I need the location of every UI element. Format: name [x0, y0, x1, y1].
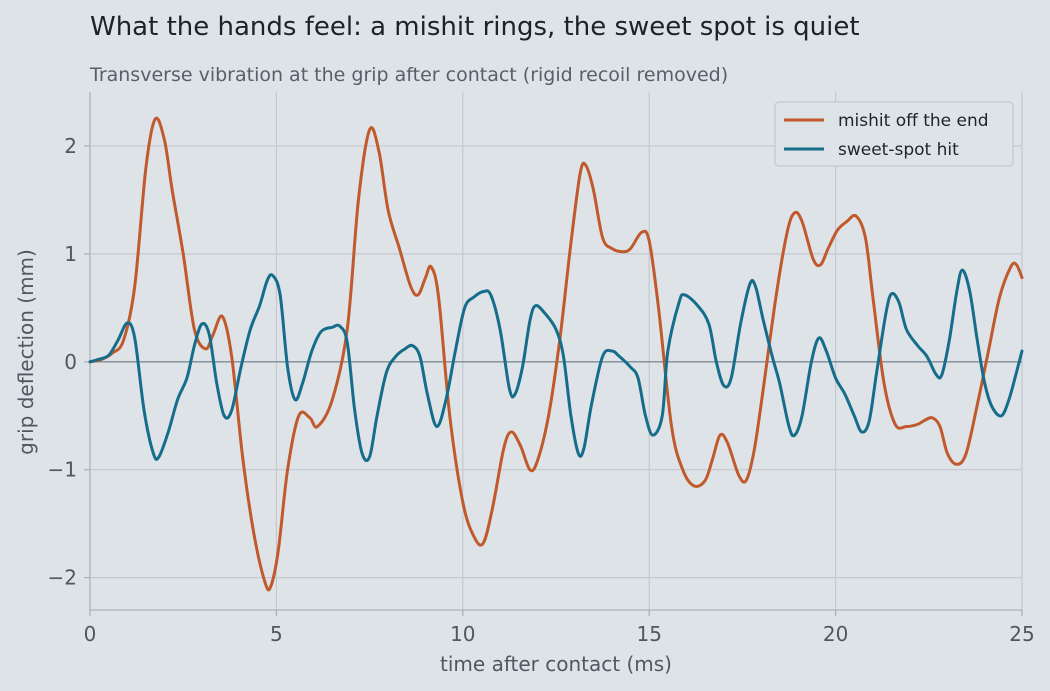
- y-tick-label: −1: [48, 458, 77, 482]
- chart-subtitle: Transverse vibration at the grip after c…: [89, 64, 728, 86]
- legend-box: [774, 101, 1014, 167]
- y-tick-label: 1: [64, 242, 77, 266]
- axis-spines: [89, 92, 1022, 611]
- x-tick-label: 0: [84, 622, 97, 646]
- legend: mishit off the end sweet-spot hit: [774, 101, 1014, 167]
- x-tick-label: 15: [636, 622, 661, 646]
- series-lines: [88, 116, 1024, 592]
- mishit-series-line: [88, 116, 1024, 592]
- chart-title: What the hands feel: a mishit rings, the…: [90, 12, 860, 42]
- y-tick-label: −2: [48, 566, 77, 590]
- x-tick-label: 5: [270, 622, 283, 646]
- legend-label: sweet-spot hit: [838, 140, 959, 160]
- x-tick-label: 20: [823, 622, 848, 646]
- y-tick-label: 0: [64, 350, 77, 374]
- x-axis-ticks: 0 5 10 15 20 25: [84, 610, 1035, 646]
- y-tick-label: 2: [64, 134, 77, 158]
- y-axis-ticks: −2 −1 0 1 2: [48, 134, 90, 590]
- x-axis-label: time after contact (ms): [440, 652, 672, 676]
- x-tick-label: 10: [450, 622, 475, 646]
- sweet-spot-series-line: [88, 268, 1024, 463]
- x-tick-label: 25: [1009, 622, 1034, 646]
- y-axis-label: grip deflection (mm): [14, 249, 38, 455]
- legend-label: mishit off the end: [838, 111, 989, 131]
